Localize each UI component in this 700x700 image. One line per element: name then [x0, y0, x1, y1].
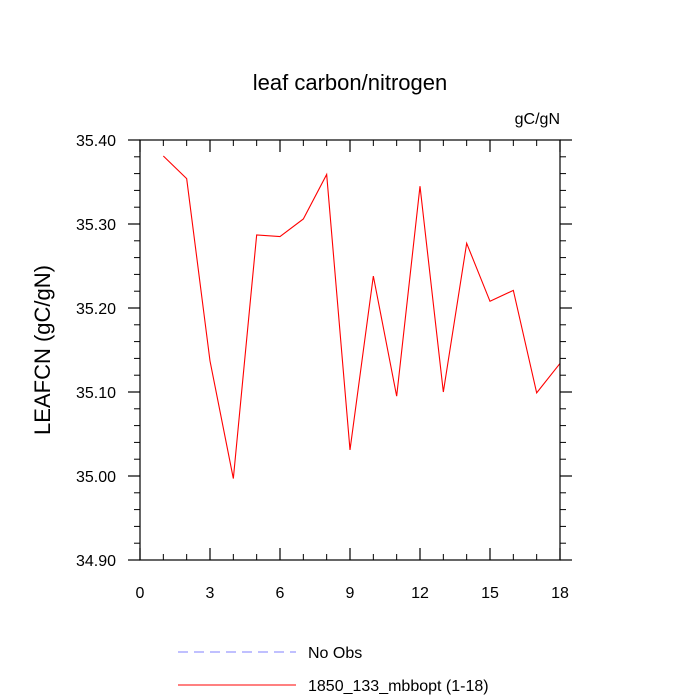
- chart-title: leaf carbon/nitrogen: [253, 70, 447, 95]
- legend: No Obs 1850_133_mbbopt (1-18): [178, 645, 489, 695]
- plot-frame: [139, 139, 561, 561]
- chart-units: gC/gN: [515, 111, 560, 128]
- legend-label: No Obs: [308, 645, 362, 662]
- data-point: [535, 391, 538, 394]
- y-tick-label: 35.20: [76, 301, 116, 318]
- y-tick-label: 35.00: [76, 469, 116, 486]
- data-point: [395, 395, 398, 398]
- data-point: [465, 242, 468, 245]
- y-tick-label: 35.40: [76, 133, 116, 150]
- data-point: [162, 154, 165, 157]
- ticks-layer: 0 3 6 9 12 15 18 34.90 35.00 35.10 35.20 35.30 35.40: [76, 133, 572, 602]
- x-tick-label: 3: [206, 585, 215, 602]
- data-point: [512, 289, 515, 292]
- x-tick-label: 0: [136, 585, 145, 602]
- x-tick-label: 9: [346, 585, 355, 602]
- data-point: [489, 300, 492, 303]
- data-point: [255, 233, 258, 236]
- data-point: [302, 217, 305, 220]
- y-tick-label: 35.30: [76, 217, 116, 234]
- legend-label: 1850_133_mbbopt (1-18): [308, 678, 489, 695]
- data-point: [419, 185, 422, 188]
- data-point: [349, 448, 352, 451]
- x-tick-label: 12: [411, 585, 429, 602]
- x-tick-label: 6: [276, 585, 285, 602]
- y-tick-label: 34.90: [76, 553, 116, 570]
- data-point: [372, 275, 375, 278]
- plot-area: 0 3 6 9 12 15 18 34.90 35.00 35.10 35.20 35.30 35.40: [76, 133, 572, 602]
- data-point: [325, 173, 328, 176]
- series-layer: [162, 154, 561, 480]
- data-point: [185, 177, 188, 180]
- data-point: [442, 391, 445, 394]
- y-tick-label: 35.10: [76, 385, 116, 402]
- y-axis-label: LEAFCN (gC/gN): [30, 265, 55, 435]
- series-line: [162, 155, 561, 479]
- x-tick-label: 15: [481, 585, 499, 602]
- data-point: [279, 235, 282, 238]
- x-tick-label: 18: [551, 585, 569, 602]
- data-point: [209, 359, 212, 362]
- data-point: [232, 477, 235, 480]
